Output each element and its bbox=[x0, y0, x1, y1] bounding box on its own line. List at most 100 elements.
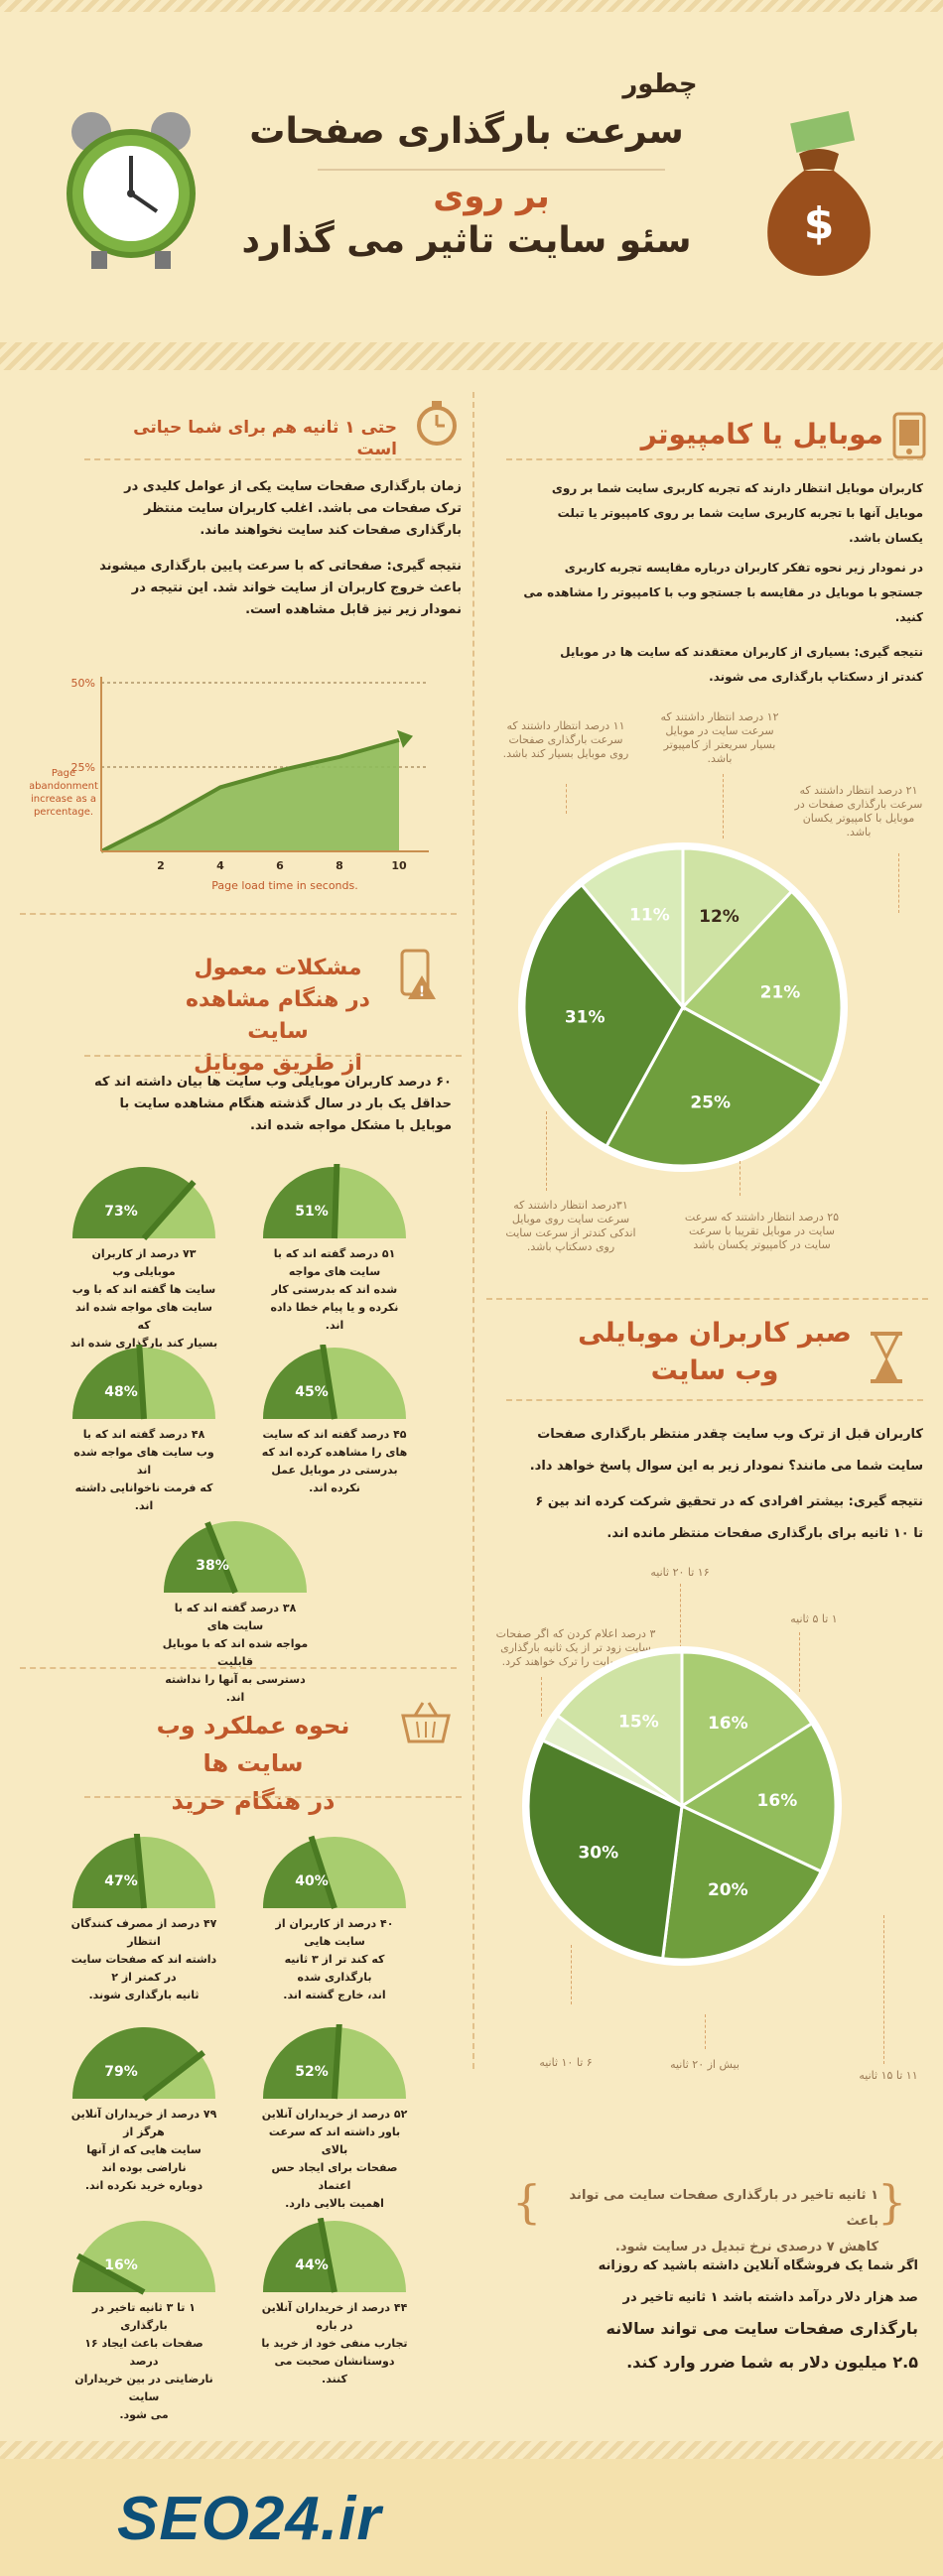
bottom-quote: ۱ ثانیه تاخیر در بارگذاری صفحات سایت می … bbox=[569, 2188, 878, 2254]
note-3pct-arrow bbox=[541, 1677, 542, 1717]
shopping-3-gauge-needle bbox=[142, 2050, 205, 2102]
header-line1: چطور bbox=[622, 69, 698, 99]
mobile-issue-1-gauge-caption: ۷۳ درصد از کاربران موبایلی وب سایت ها گفت… bbox=[69, 1245, 218, 1352]
shopping-2-gauge-needle bbox=[308, 1835, 337, 1909]
shopping-2-caption-line: اند، خارج گشته اند. bbox=[283, 1989, 386, 2001]
svg-text:!: ! bbox=[419, 984, 425, 1000]
shopping-4-gauge-fill bbox=[263, 2026, 339, 2099]
note-25: ۲۵ درصد انتظار داشتند که سرعت سایت در موب… bbox=[684, 1211, 840, 1251]
shopping-6-gauge: 44% bbox=[260, 2217, 409, 2293]
shopping-4-gauge-needle bbox=[332, 2022, 342, 2100]
mobile-issue-2-gauge-pct: 51% bbox=[295, 1204, 329, 1220]
mobile-issue-4-gauge-caption: ۴۵ درصد گفته اند که سایت های را مشاهده کر… bbox=[260, 1426, 409, 1497]
pie1-slice-5 bbox=[579, 846, 685, 1012]
device-icon bbox=[892, 412, 926, 459]
shopping-5-caption-line: می شود. bbox=[119, 2408, 169, 2421]
pie2-slice-label: 30% bbox=[578, 1843, 618, 1863]
shopping-4-caption-line: اهمیت بالایی دارد. bbox=[285, 2197, 384, 2210]
pie2-slice-label: 15% bbox=[618, 1712, 659, 1732]
shopping-6-gauge-fill bbox=[263, 2222, 335, 2292]
y-axis-label: abandonment bbox=[30, 781, 98, 792]
mobile-issue-4-gauge: 45% bbox=[260, 1344, 409, 1420]
left2-underline bbox=[84, 1055, 462, 1057]
shopping-6-gauge-caption: ۴۴ درصد از خریداران آنلاین در باره تجارب … bbox=[260, 2299, 409, 2388]
money-bag-icon: $ bbox=[767, 111, 871, 276]
bottom-p2: بارگذاری صفحات سایت می تواند سالانه ۲.۵ م… bbox=[606, 2319, 919, 2372]
pie2-slice-1 bbox=[680, 1650, 814, 1809]
shopping-1-gauge-caption: ۴۷ درصد از مصرف کنندگان انتظار داشته اند … bbox=[69, 1915, 218, 2004]
shopping-1-gauge-needle bbox=[133, 1833, 147, 1909]
shopping-3-gauge-pct: 79% bbox=[104, 2064, 138, 2080]
shopping-2-gauge-pct: 40% bbox=[295, 1873, 329, 1889]
shopping-4-gauge-svg: 52% bbox=[263, 2022, 406, 2100]
pie1-slice-4 bbox=[522, 882, 685, 1149]
mobile-issue-2-caption-line: نکرده و یا پیام خطا داده اند. bbox=[270, 1301, 399, 1332]
pie2-slice-6 bbox=[555, 1650, 684, 1809]
pie2-slice-label: 16% bbox=[708, 1714, 748, 1734]
mobile-issue-5-caption-line: مواجه شده اند که با موبایل قابلیت bbox=[162, 1637, 309, 1668]
header-line3: بر روی bbox=[433, 177, 550, 216]
mobile-issue-2-gauge-svg: 51% bbox=[263, 1162, 406, 1239]
left3-title: نحوه عملکرد وب سایت ها در هنگام خرید bbox=[156, 1712, 350, 1815]
left1-p1: زمان بارگذاری صفحات سایت یکی از عوامل کل… bbox=[124, 479, 462, 538]
shopping-6-caption-line: دوستانشان صحبت می کنند. bbox=[274, 2355, 395, 2385]
shopping-3-gauge-fill bbox=[72, 2027, 201, 2099]
shopping-4-gauge-caption: ۵۲ درصد از خریداران آنلاین باور داشته اند… bbox=[260, 2106, 409, 2213]
pie1-slice-label: 31% bbox=[565, 1007, 606, 1027]
mobile-issue-1-caption-line: بسیار کند بارگذاری شده اند bbox=[69, 1337, 218, 1350]
shopping-5-gauge-caption: ۱ تا ۳ ثانیه تاخیر در بارگذاری صفحات باعث… bbox=[69, 2299, 218, 2424]
mobile-issue-3-caption-line: ۴۸ درصد گفته اند که با bbox=[82, 1428, 205, 1441]
wait-time-pie: 16% 16% 20% 30% 15% bbox=[522, 1646, 842, 1966]
mobile-vs-desktop-pie: 12% 21% 25% 31% 11% bbox=[518, 842, 848, 1172]
mobile-issue-5-caption-line: دسترسی به آنها را نداشته اند. bbox=[165, 1673, 306, 1704]
area-line bbox=[100, 737, 400, 853]
shopping-6-caption-line: ۴۴ درصد از خریداران آنلاین در باره bbox=[261, 2301, 408, 2332]
note-610-arrow bbox=[571, 1945, 572, 2004]
mobile-issue-3-caption-line: که فرمت ناخوانایی داشته اند. bbox=[74, 1481, 213, 1512]
y-axis-label: increase as a bbox=[31, 794, 96, 805]
left2-title: مشکلات معمول در هنگام مشاهده سایت از طریق … bbox=[186, 956, 370, 1076]
note-6-10: ۶ تا ۱۰ ثانیه bbox=[539, 2056, 593, 2069]
mobile-issue-1-caption-line: ۷۳ درصد از کاربران موبایلی وب bbox=[91, 1247, 197, 1278]
note-16-20: ۱۶ تا ۲۰ ثانیه bbox=[650, 1566, 710, 1579]
mobile-issue-2-caption-line: شده اند که بدرستی کار bbox=[271, 1283, 398, 1296]
mobile-issue-4-caption-line: نکرده اند. bbox=[309, 1481, 360, 1494]
pie1-slice-label: 12% bbox=[699, 907, 740, 927]
area-fill bbox=[101, 739, 399, 851]
left3-underline bbox=[84, 1796, 462, 1798]
mobile-issue-5-gauge-caption: ۳۸ درصد گفته اند که با سایت های مواجه شده… bbox=[161, 1600, 310, 1707]
header-line4: سئو سایت تاثیر می گذارد bbox=[241, 220, 692, 261]
mobile-issue-1-gauge-svg: 73% bbox=[72, 1167, 215, 1240]
svg-text:$: $ bbox=[804, 198, 835, 249]
shopping-3-gauge-svg: 79% bbox=[72, 2027, 215, 2102]
right2-p1: کاربران قبل از ترک وب سایت چقدر منتظر با… bbox=[529, 1427, 923, 1474]
y-tick-label: 25% bbox=[71, 761, 95, 774]
mobile-issue-5-gauge-fill bbox=[164, 1526, 235, 1593]
shopping-6-caption-line: تجارب منفی خود از خرید با bbox=[261, 2337, 408, 2350]
shopping-2-gauge-svg: 40% bbox=[263, 1835, 406, 1909]
seo24-logo: SEO24.ir bbox=[117, 2485, 382, 2553]
mobile-issue-5-gauge: 38% bbox=[161, 1518, 310, 1595]
y-axis-label: Page bbox=[52, 768, 75, 779]
pie2-slice-label: 16% bbox=[757, 1791, 798, 1811]
note-1-5-arrow bbox=[799, 1632, 800, 1692]
left1-title: حتی ۱ ثانیه هم برای شما حیاتی است bbox=[133, 418, 397, 459]
footer-bar bbox=[0, 2459, 943, 2576]
y-tick-label: 50% bbox=[71, 677, 95, 690]
mobile-issue-1-gauge-fill bbox=[72, 1167, 192, 1238]
mobile-issue-2-caption-line: سایت های مواجه bbox=[288, 1265, 381, 1278]
right1-title: موبایل یا کامپیوتر bbox=[640, 418, 883, 451]
center-divider bbox=[472, 392, 474, 2069]
x-tick-label: 6 bbox=[276, 859, 284, 872]
shopping-6-gauge-needle bbox=[317, 2217, 337, 2293]
note-21-arrow bbox=[898, 853, 899, 913]
shopping-5-gauge-needle bbox=[75, 2253, 146, 2295]
top-stripe bbox=[0, 0, 943, 12]
shopping-2-gauge: 40% bbox=[260, 1834, 409, 1909]
left1-underline bbox=[84, 458, 462, 460]
mobile-issue-5-gauge-svg: 38% bbox=[164, 1521, 307, 1595]
shopping-4-caption-line: باور داشته اند که سرعت بالای bbox=[268, 2125, 401, 2156]
shopping-3-caption-line: سایت هایی که از آنها ناراضی بوده اند bbox=[86, 2143, 202, 2174]
mobile-issue-1-gauge-needle bbox=[141, 1180, 197, 1240]
